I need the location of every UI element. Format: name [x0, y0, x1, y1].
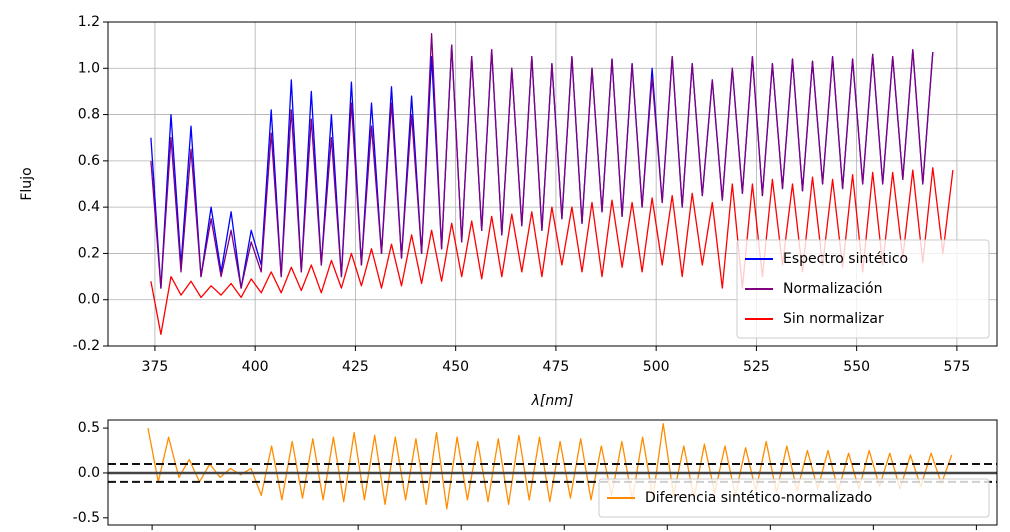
x-tick-label: 550 — [843, 359, 870, 375]
y-tick-label: 0.0 — [78, 465, 100, 481]
axis-frame — [107, 21, 998, 347]
x-tick-label: 425 — [342, 359, 369, 375]
y-tick-label: 1.0 — [78, 60, 100, 76]
x-axis-label: λ[nm] — [531, 393, 574, 409]
y-tick-label: -0.2 — [73, 338, 100, 354]
axis-frame — [107, 419, 998, 526]
x-tick-label: 375 — [142, 359, 169, 375]
y-axis-label: Flujo — [19, 167, 35, 200]
y-tick-label: 0.8 — [78, 107, 100, 123]
y-tick-label: 0.0 — [78, 292, 100, 308]
y-tick-label: 1.2 — [78, 14, 100, 30]
x-tick-label: 475 — [543, 359, 570, 375]
legend-box — [598, 478, 990, 518]
x-tick-label: 500 — [643, 359, 670, 375]
legend-label: Espectro sintético — [783, 251, 908, 267]
legend: Espectro sintético Normalización Sin norma… — [736, 239, 990, 339]
y-tick-label: 0.5 — [78, 420, 100, 436]
series-line — [150, 32, 934, 289]
legend-label: Diferencia sintético-normalizado — [645, 490, 872, 506]
x-tick-label: 400 — [242, 359, 269, 375]
legend-label: Sin normalizar — [783, 311, 884, 327]
plot-area: -0.5 0.0 0.5 Diferencia sintético-normaliza… — [73, 419, 998, 530]
legend-box — [736, 239, 990, 339]
series-line — [150, 167, 954, 336]
y-tick-label: -0.5 — [73, 510, 100, 526]
y-tick-label: 0.4 — [78, 199, 100, 215]
x-tick-label: 450 — [442, 359, 469, 375]
legend-label: Normalización — [783, 281, 883, 297]
y-tick-label: 0.6 — [78, 153, 100, 169]
series-group — [150, 32, 954, 336]
y-tick-label: 0.2 — [78, 245, 100, 261]
plot-area: -0.2 0.0 0.2 0.4 0.6 0.8 1.0 1.2 375 400 425 450 475… — [19, 14, 998, 409]
x-tick-label: 575 — [944, 359, 971, 375]
legend: Diferencia sintético-normalizado — [598, 478, 990, 518]
x-tick-label: 525 — [743, 359, 770, 375]
